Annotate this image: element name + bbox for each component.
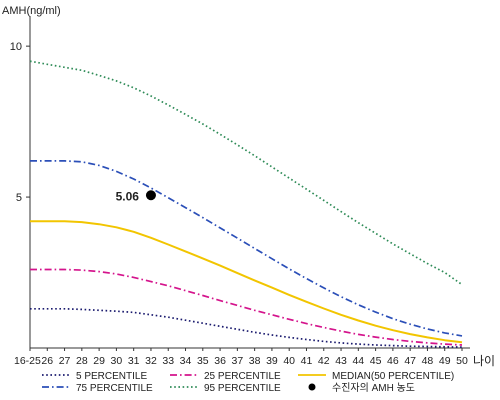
legend-point-marker (308, 383, 316, 391)
patient-amh-point (145, 190, 156, 201)
x-tick-label: 48 (422, 355, 434, 367)
x-tick-label: 39 (266, 355, 278, 367)
legend-item: 수진자의 AMH 농도 (308, 382, 415, 394)
legend-label: MEDIAN(50 PERCENTILE) (332, 371, 454, 382)
legend-label: 수진자의 AMH 농도 (332, 382, 415, 394)
series-line-25-percentile (30, 268, 463, 346)
series-line-75-percentile (30, 160, 463, 337)
x-tick-label: 30 (111, 355, 123, 367)
x-tick-label: 29 (93, 355, 105, 367)
y-tick-label: 10 (10, 41, 22, 53)
x-tick-label: 28 (76, 355, 88, 367)
legend-item: 95 PERCENTILE (170, 383, 281, 394)
x-tick-label: 38 (249, 355, 261, 367)
x-tick-label: 47 (404, 355, 416, 367)
x-tick-label: 33 (162, 355, 174, 367)
legend-label: 25 PERCENTILE (204, 371, 281, 382)
y-tick-label: 5 (16, 192, 22, 204)
x-tick-label: 44 (352, 355, 364, 367)
x-tick-label: 40 (283, 355, 295, 367)
x-tick-label: 26 (41, 355, 53, 367)
x-tick-label: 46 (387, 355, 399, 367)
x-tick-label: 35 (197, 355, 209, 367)
series-line-95-percentile (29, 60, 463, 286)
legend-item: MEDIAN(50 PERCENTILE) (298, 371, 454, 382)
x-tick-label: 37 (232, 355, 244, 367)
x-tick-label: 41 (301, 355, 313, 367)
legend-label: 75 PERCENTILE (76, 383, 153, 394)
x-tick-label: 31 (128, 355, 140, 367)
x-tick-label: 43 (335, 355, 347, 367)
series-line-median-50-percentile (30, 220, 463, 344)
y-axis-label: AMH(ng/ml) (2, 5, 61, 17)
legend-item: 5 PERCENTILE (42, 371, 147, 382)
x-tick-label: 49 (439, 355, 451, 367)
x-tick-label: 45 (370, 355, 382, 367)
series-line-5-percentile (30, 307, 463, 348)
patient-amh-label: 5.06 (116, 189, 140, 203)
legend-label: 95 PERCENTILE (204, 383, 281, 394)
legend-label: 5 PERCENTILE (76, 371, 147, 382)
x-tick-label: 36 (214, 355, 226, 367)
x-tick-label: 32 (145, 355, 157, 367)
x-axis-label: 나이 (473, 354, 495, 368)
x-tick-label: 42 (318, 355, 330, 367)
legend-item: 25 PERCENTILE (170, 371, 281, 382)
legend-item: 75 PERCENTILE (42, 383, 153, 394)
x-tick-label: 16-25 (14, 355, 41, 367)
x-tick-label: 27 (59, 355, 71, 367)
x-tick-label: 50 (456, 355, 468, 367)
x-tick-label: 34 (180, 355, 192, 367)
